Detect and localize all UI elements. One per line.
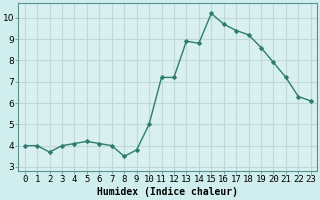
X-axis label: Humidex (Indice chaleur): Humidex (Indice chaleur) (97, 187, 238, 197)
